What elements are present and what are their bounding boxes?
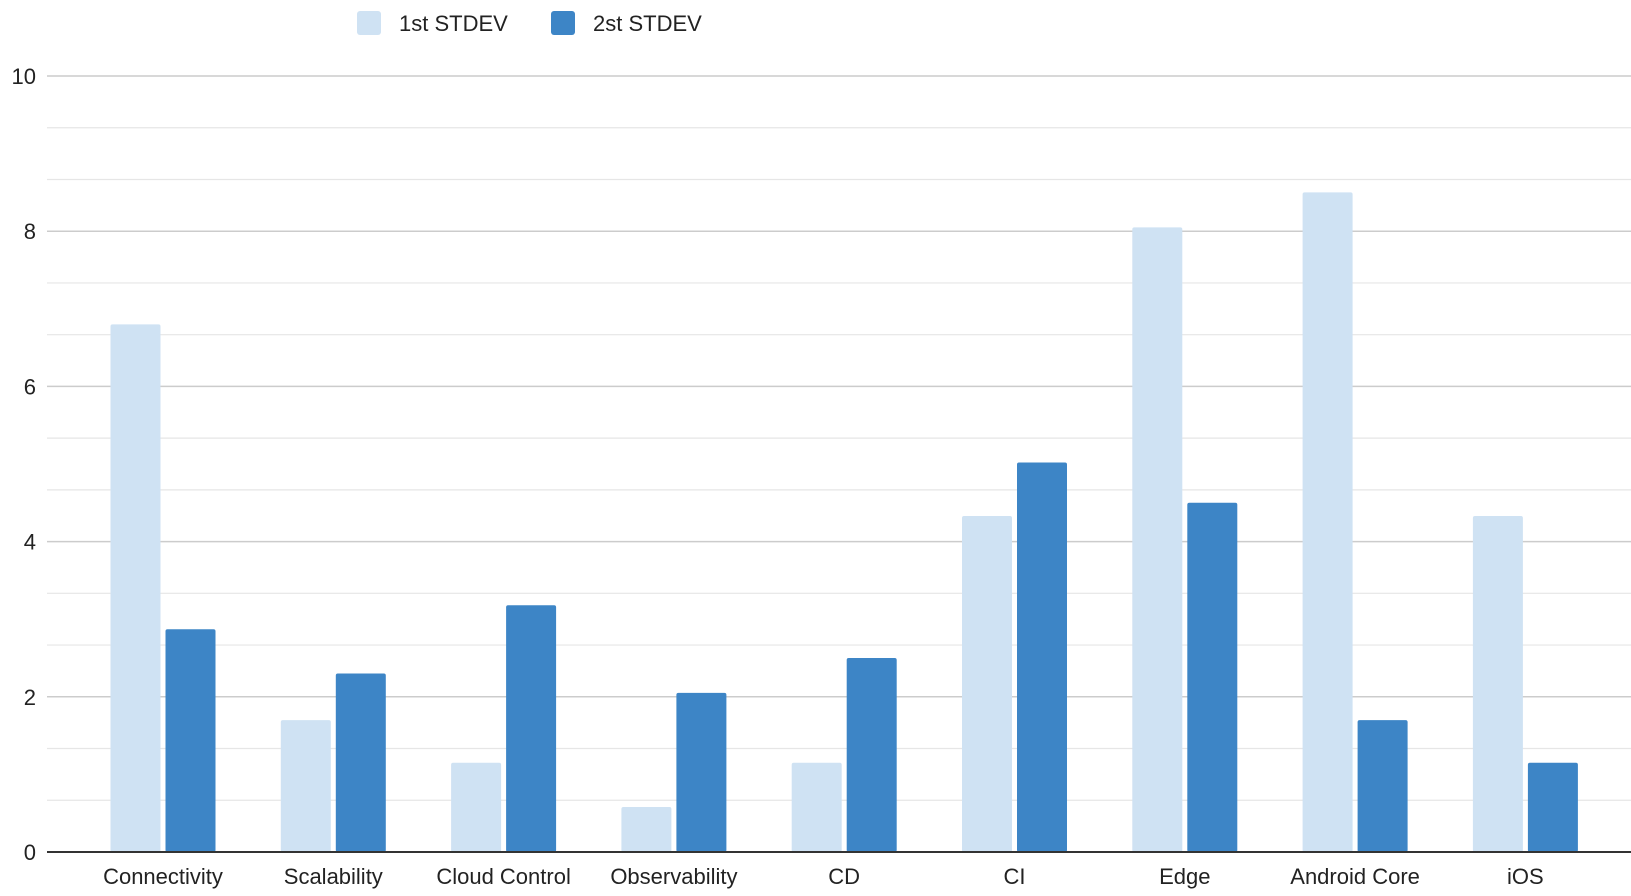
bar-series-2: 2st STDEV — Scalability: 2.3 (335, 673, 386, 852)
bar-series-2: 2st STDEV — Cloud Control: 3.18 (506, 605, 557, 852)
x-tick-label: CD (828, 864, 860, 889)
bar-series-2: 2st STDEV — Android Core: 1.7 (1357, 720, 1408, 852)
x-tick-label: Android Core (1290, 864, 1420, 889)
bar-series-1: 1st STDEV — Observability: 0.58 (621, 806, 672, 852)
bar-series-2: 2st STDEV — Connectivity: 2.87 (165, 629, 216, 852)
legend-swatch (357, 11, 381, 35)
x-tick-label: iOS (1507, 864, 1544, 889)
x-tick-label: Scalability (284, 864, 383, 889)
legend-label: 1st STDEV (399, 11, 508, 36)
y-tick-label: 10 (12, 64, 36, 89)
legend-swatch (551, 11, 575, 35)
bar-series-2: 2st STDEV — iOS: 1.15 (1527, 762, 1578, 852)
x-tick-label: Connectivity (103, 864, 223, 889)
bars: 1st STDEV — Connectivity: 6.82st STDEV —… (110, 192, 1578, 852)
bar-series-1: 1st STDEV — Edge: 8.05 (1132, 227, 1183, 852)
bar-series-2: 2st STDEV — CD: 2.5 (846, 658, 897, 852)
y-tick-label: 6 (24, 374, 36, 399)
y-tick-label: 8 (24, 219, 36, 244)
bar-series-1: 1st STDEV — Scalability: 1.7 (280, 720, 331, 852)
bar-series-1: 1st STDEV — Cloud Control: 1.15 (451, 762, 502, 852)
bar-series-2: 2st STDEV — Observability: 2.05 (676, 692, 727, 852)
bar-series-1: 1st STDEV — CI: 4.33 (962, 515, 1012, 852)
y-axis-ticks: 0 2 4 6 8 10 (12, 64, 36, 865)
bar-series-1: 1st STDEV — Android Core: 8.5 (1302, 192, 1353, 852)
legend-label: 2st STDEV (593, 11, 702, 36)
legend: 1st STDEV 2st STDEV (357, 11, 702, 36)
bar-series-1: 1st STDEV — iOS: 4.33 (1472, 515, 1523, 852)
x-tick-label: Cloud Control (436, 864, 571, 889)
y-tick-label: 4 (24, 530, 36, 555)
x-tick-label: Edge (1159, 864, 1210, 889)
bar-series-2: 2st STDEV — Edge: 4.5 (1187, 502, 1238, 852)
bar-series-2: 2st STDEV — CI: 5.02 (1017, 462, 1067, 852)
y-tick-label: 0 (24, 840, 36, 865)
x-tick-label: CI (1004, 864, 1026, 889)
gridlines (47, 75, 1631, 801)
x-axis-ticks: Connectivity Scalability Cloud Control Obse… (103, 864, 1544, 889)
bar-series-1: 1st STDEV — CD: 1.15 (791, 762, 842, 852)
bar-series-1: 1st STDEV — Connectivity: 6.8 (110, 324, 161, 852)
x-tick-label: Observability (610, 864, 737, 889)
y-tick-label: 2 (24, 685, 36, 710)
